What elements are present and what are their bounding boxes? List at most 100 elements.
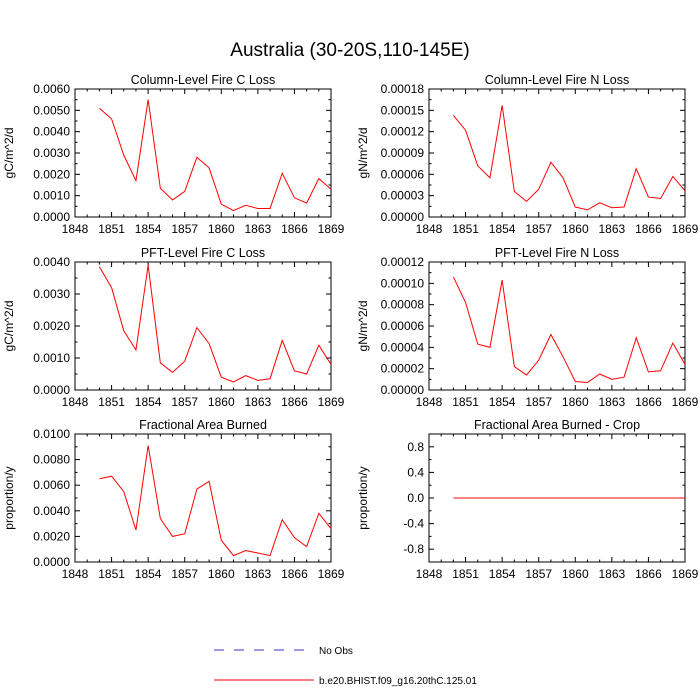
y-tick-label: 0.00000 [381, 210, 425, 224]
y-tick-label: 0.00018 [381, 82, 425, 96]
x-tick-label: 1860 [208, 567, 235, 581]
y-axis-label: gN/m^2/d [356, 301, 370, 352]
y-tick-label: -0.8 [403, 542, 424, 556]
series-line [99, 445, 332, 557]
x-tick-label: 1869 [318, 567, 345, 581]
x-tick-label: 1848 [416, 222, 443, 236]
y-tick-label: 0.00015 [381, 103, 425, 117]
x-tick-label: 1869 [672, 395, 699, 409]
plot-frame [428, 261, 686, 391]
x-tick-label: 1857 [171, 395, 198, 409]
panel-2: Column-Level Fire N Loss gN/m^2/d 1848 1851… [356, 73, 699, 236]
y-tick-label: 0.0010 [33, 351, 70, 365]
y-tick-label: 0.00004 [381, 340, 425, 354]
y-tick-label: 0.00006 [381, 167, 425, 181]
x-tick-label: 1866 [281, 222, 308, 236]
x-tick-label: 1869 [672, 222, 699, 236]
y-tick-label: 0.0100 [33, 427, 70, 441]
x-tick-label: 1848 [62, 567, 89, 581]
x-tick-label: 1854 [135, 222, 162, 236]
x-tick-label: 1851 [452, 567, 479, 581]
series-line [99, 99, 332, 212]
x-tick-label: 1863 [599, 222, 626, 236]
legend-label: No Obs [319, 646, 353, 657]
x-tick-label: 1869 [318, 395, 345, 409]
panel-1: Column-Level Fire C Loss gC/m^2/d 1848 1851… [2, 73, 345, 236]
y-tick-label: 0.0060 [33, 478, 70, 492]
y-tick-label: 0.00003 [381, 189, 425, 203]
x-tick-label: 1851 [98, 395, 125, 409]
panel-title: PFT-Level Fire N Loss [495, 246, 619, 260]
x-tick-label: 1860 [208, 395, 235, 409]
y-tick-label: 0.0050 [33, 103, 70, 117]
y-tick-label: 0.0010 [33, 189, 70, 203]
x-tick-label: 1851 [98, 222, 125, 236]
x-tick-label: 1860 [562, 395, 589, 409]
x-tick-label: 1854 [489, 395, 516, 409]
y-tick-label: 0.0 [407, 491, 424, 505]
y-tick-label: 0.4 [407, 465, 424, 479]
x-tick-label: 1866 [281, 395, 308, 409]
panel-6: Fractional Area Burned - Crop proportion/… [356, 418, 699, 581]
plot-frame [74, 433, 332, 563]
x-tick-label: 1860 [208, 222, 235, 236]
y-tick-label: 0.00000 [381, 383, 425, 397]
x-tick-label: 1863 [599, 395, 626, 409]
plot-frame [74, 261, 332, 391]
y-tick-label: 0.0030 [33, 146, 70, 160]
x-tick-label: 1857 [171, 222, 198, 236]
y-tick-label: -0.4 [403, 517, 424, 531]
x-tick-label: 1848 [416, 567, 443, 581]
series-line [452, 276, 686, 384]
x-tick-label: 1854 [489, 222, 516, 236]
x-tick-label: 1863 [599, 567, 626, 581]
y-axis-label: proportion/y [2, 466, 16, 529]
x-tick-label: 1866 [635, 222, 662, 236]
panel-title: Fractional Area Burned - Crop [474, 418, 640, 432]
x-tick-label: 1851 [452, 222, 479, 236]
y-tick-label: 0.00012 [381, 255, 425, 269]
x-tick-label: 1863 [245, 222, 272, 236]
x-tick-label: 1863 [245, 567, 272, 581]
y-tick-label: 0.0040 [33, 125, 70, 139]
legend: No Obs b.e20.BHIST.f09_g16.20thC.125.01 [214, 646, 477, 687]
y-tick-label: 0.0080 [33, 453, 70, 467]
x-tick-label: 1854 [135, 567, 162, 581]
y-axis-label: proportion/y [356, 466, 370, 529]
y-axis-label: gC/m^2/d [2, 128, 16, 179]
x-tick-label: 1851 [452, 395, 479, 409]
main-title: Australia (30-20S,110-145E) [230, 40, 469, 61]
plot-frame [74, 88, 332, 218]
x-tick-label: 1848 [62, 222, 89, 236]
x-tick-label: 1866 [635, 567, 662, 581]
x-tick-label: 1863 [245, 395, 272, 409]
series-line [98, 265, 332, 383]
x-tick-label: 1854 [489, 567, 516, 581]
x-tick-label: 1866 [281, 567, 308, 581]
x-tick-label: 1857 [525, 395, 552, 409]
panel-title: Fractional Area Burned [139, 418, 267, 432]
legend-label: b.e20.BHIST.f09_g16.20thC.125.01 [319, 676, 477, 687]
panel-5: Fractional Area Burned proportion/y 1848 18… [2, 418, 345, 581]
x-tick-label: 1869 [672, 567, 699, 581]
x-tick-label: 1857 [525, 567, 552, 581]
x-tick-label: 1860 [562, 222, 589, 236]
x-tick-label: 1869 [318, 222, 345, 236]
y-axis-label: gN/m^2/d [356, 128, 370, 179]
series-line [452, 105, 686, 211]
x-tick-label: 1860 [562, 567, 589, 581]
y-tick-label: 0.0000 [33, 383, 70, 397]
y-tick-label: 0.0000 [33, 210, 70, 224]
y-tick-label: 0.8 [407, 440, 424, 454]
y-tick-label: 0.00006 [381, 319, 425, 333]
y-tick-label: 0.00009 [381, 146, 425, 160]
y-tick-label: 0.0000 [33, 555, 70, 569]
panel-title: Column-Level Fire N Loss [485, 73, 630, 87]
y-tick-label: 0.00008 [381, 298, 425, 312]
panel-4: PFT-Level Fire N Loss gN/m^2/d 1848 1851 185… [356, 246, 699, 409]
x-tick-label: 1857 [525, 222, 552, 236]
panel-3: PFT-Level Fire C Loss gC/m^2/d 1848 1851 185… [2, 246, 345, 409]
x-tick-label: 1848 [416, 395, 443, 409]
x-tick-label: 1854 [135, 395, 162, 409]
